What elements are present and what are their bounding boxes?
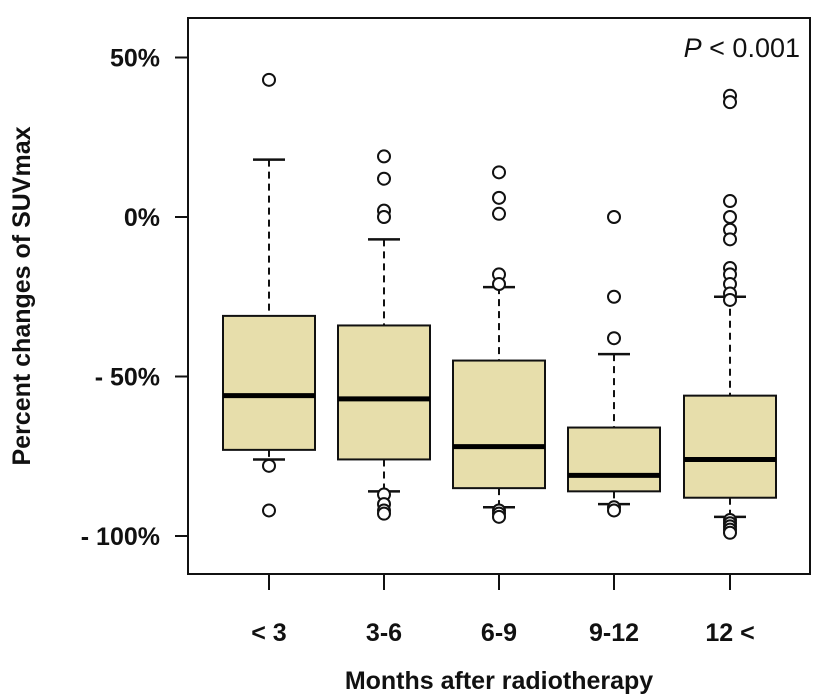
outlier-point [723, 210, 737, 224]
p-value-text: < 0.001 [702, 33, 800, 63]
outlier-point [492, 206, 506, 221]
box-group [683, 88, 777, 540]
outlier-point [377, 210, 391, 224]
y-tick-label: - 50% [95, 364, 160, 392]
iqr-box [337, 324, 431, 461]
iqr-box [683, 394, 777, 499]
boxes-layer [222, 72, 777, 540]
box-group [337, 149, 431, 521]
outlier-point [723, 95, 737, 110]
outlier-point [723, 232, 737, 247]
x-tick-label: 6-9 [481, 619, 517, 647]
x-tick-label: 3-6 [366, 619, 402, 647]
outlier-point [377, 171, 391, 186]
y-tick-label: 50% [110, 45, 160, 73]
outlier-point [262, 458, 276, 473]
outlier-point [607, 289, 621, 304]
outlier-point [377, 506, 391, 521]
outlier-point [607, 503, 621, 518]
x-tick-label: 12 < [705, 619, 754, 647]
y-tick-label: 0% [124, 204, 160, 232]
outlier-point [492, 190, 506, 205]
outlier-point [723, 525, 737, 540]
outlier-point [262, 503, 276, 518]
axes-layer: 50% 0% - 50% - 100% < 3 3-6 6-9 9-12 12 < [81, 45, 755, 648]
outlier-point [492, 165, 506, 180]
outlier-point [492, 276, 506, 291]
x-tick-label: 9-12 [589, 619, 639, 647]
p-symbol: P [684, 33, 702, 63]
iqr-box [222, 314, 316, 451]
box-group [222, 72, 316, 518]
outlier-point [607, 210, 621, 224]
outlier-point [492, 509, 506, 524]
outlier-point [377, 149, 391, 164]
box-group [452, 165, 546, 524]
box-group [567, 210, 661, 518]
p-value-annotation: P < 0.001 [684, 33, 800, 63]
x-tick-label: < 3 [251, 619, 286, 647]
x-axis-title: Months after radiotherapy [345, 667, 653, 695]
y-tick-label: - 100% [81, 523, 160, 551]
outlier-point [262, 72, 276, 87]
iqr-box [567, 426, 661, 493]
outlier-point [723, 194, 737, 209]
outlier-point [723, 292, 737, 307]
y-axis-title: Percent changes of SUVmax [8, 126, 36, 465]
iqr-box [452, 359, 546, 490]
outlier-point [607, 331, 621, 346]
